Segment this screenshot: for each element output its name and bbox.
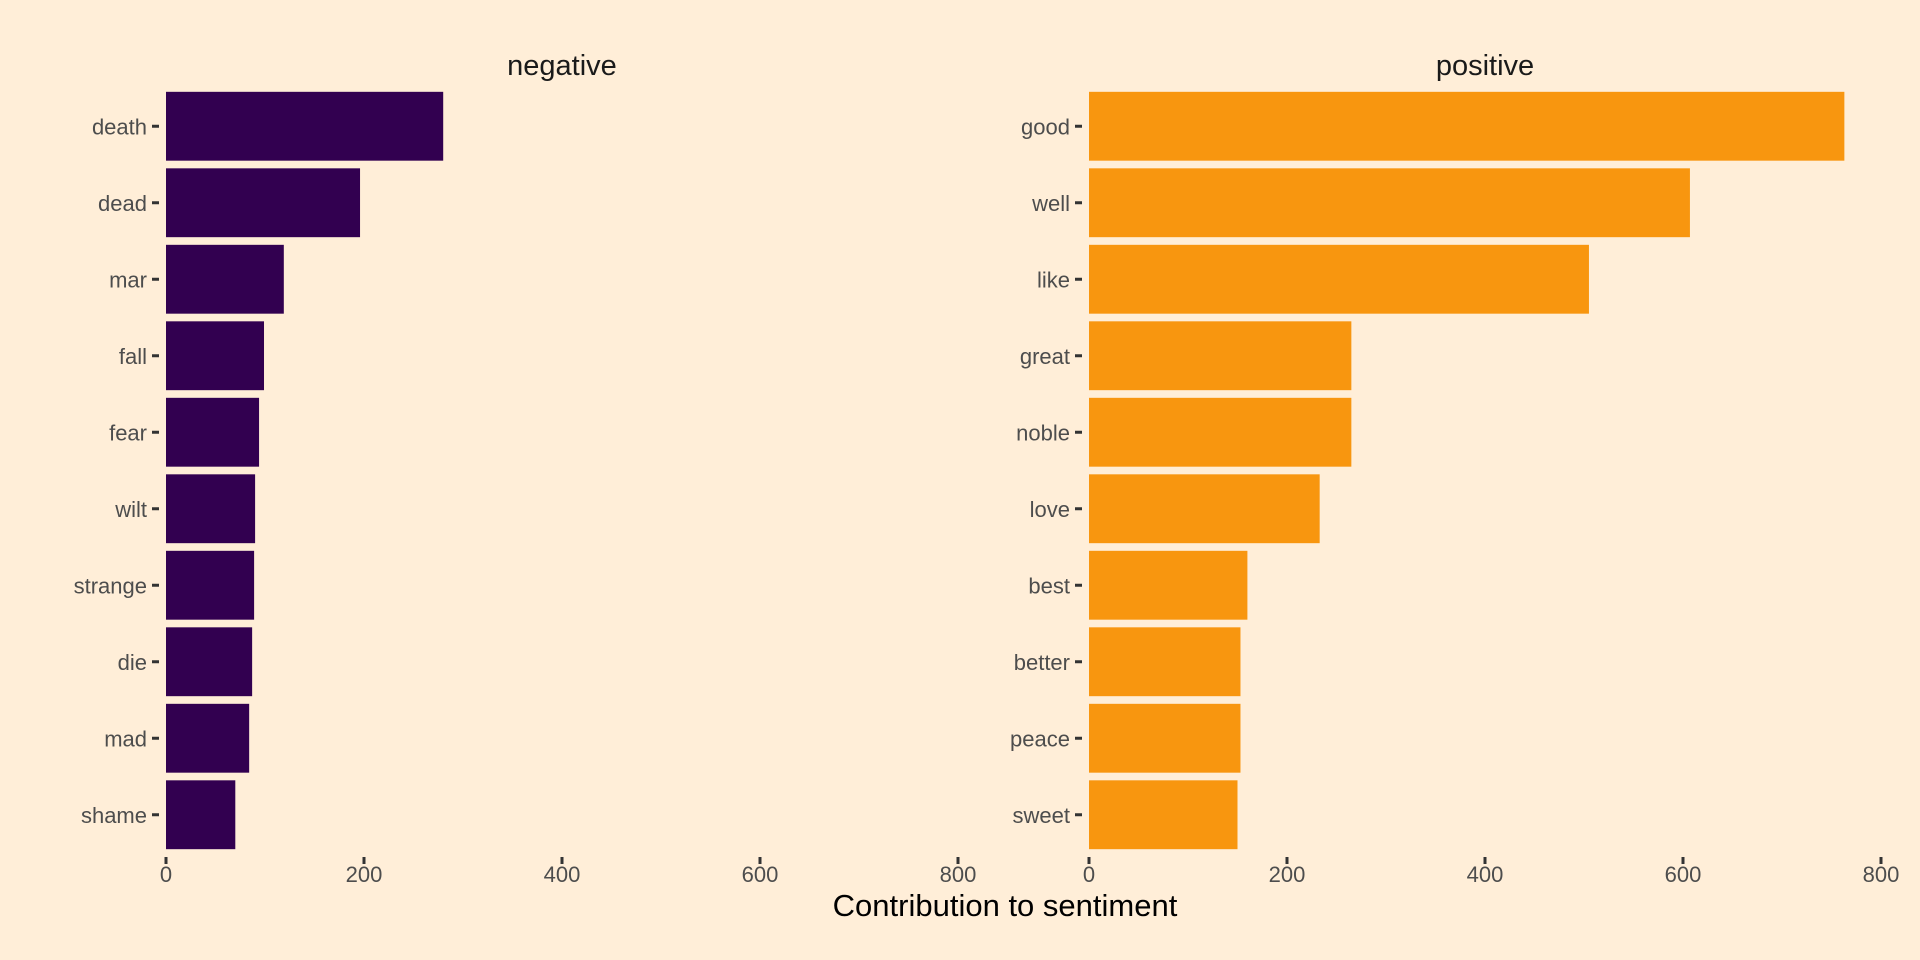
category-label: fall bbox=[119, 344, 147, 369]
category-label: strange bbox=[74, 573, 147, 598]
bar-better bbox=[1089, 627, 1241, 697]
panel-title: negative bbox=[507, 50, 617, 82]
bar-great bbox=[1089, 321, 1352, 391]
x-tick-label: 200 bbox=[1269, 862, 1306, 887]
category-label: sweet bbox=[1013, 803, 1070, 828]
bar-sweet bbox=[1089, 780, 1238, 850]
bar-mar bbox=[166, 244, 284, 314]
category-label: better bbox=[1014, 650, 1070, 675]
panel-negative: negative death dead mar fall fear wilt strange d… bbox=[74, 50, 977, 887]
category-label: mad bbox=[104, 726, 147, 751]
x-tick-label: 600 bbox=[742, 862, 779, 887]
x-tick-label: 400 bbox=[544, 862, 581, 887]
panel-title: positive bbox=[1436, 50, 1534, 82]
category-label: best bbox=[1028, 573, 1070, 598]
category-label: great bbox=[1020, 344, 1070, 369]
x-tick-label: 800 bbox=[940, 862, 977, 887]
bar-peace bbox=[1089, 703, 1241, 773]
bar-good bbox=[1089, 91, 1845, 161]
category-label: mar bbox=[109, 267, 147, 292]
x-tick-label: 600 bbox=[1665, 862, 1702, 887]
x-tick-label: 400 bbox=[1467, 862, 1504, 887]
category-label: death bbox=[92, 114, 147, 139]
category-label: fear bbox=[109, 420, 147, 445]
category-label: well bbox=[1031, 191, 1070, 216]
bar-noble bbox=[1089, 397, 1352, 467]
bar-death bbox=[166, 91, 444, 161]
bar-mad bbox=[166, 703, 250, 773]
bar-love bbox=[1089, 474, 1320, 544]
x-axis-title: Contribution to sentiment bbox=[833, 888, 1178, 923]
bar-well bbox=[1089, 168, 1690, 238]
category-label: good bbox=[1021, 114, 1070, 139]
bar-die bbox=[166, 627, 253, 697]
bar-best bbox=[1089, 550, 1248, 620]
bar-shame bbox=[166, 780, 236, 850]
bar-like bbox=[1089, 244, 1589, 314]
panel-positive: positive good well like great noble love best be… bbox=[1010, 50, 1899, 887]
category-label: noble bbox=[1016, 420, 1070, 445]
category-label: love bbox=[1030, 497, 1070, 522]
bar-strange bbox=[166, 550, 255, 620]
x-tick-label: 200 bbox=[346, 862, 383, 887]
x-tick-label: 0 bbox=[1083, 862, 1095, 887]
x-tick-label: 0 bbox=[160, 862, 172, 887]
category-label: shame bbox=[81, 803, 147, 828]
category-label: peace bbox=[1010, 726, 1070, 751]
bar-dead bbox=[166, 168, 361, 238]
bar-fall bbox=[166, 321, 265, 391]
category-label: wilt bbox=[114, 497, 147, 522]
category-label: dead bbox=[98, 191, 147, 216]
x-tick-label: 800 bbox=[1863, 862, 1900, 887]
category-label: like bbox=[1037, 267, 1070, 292]
category-label: die bbox=[118, 650, 147, 675]
bar-fear bbox=[166, 397, 260, 467]
bar-wilt bbox=[166, 474, 256, 544]
